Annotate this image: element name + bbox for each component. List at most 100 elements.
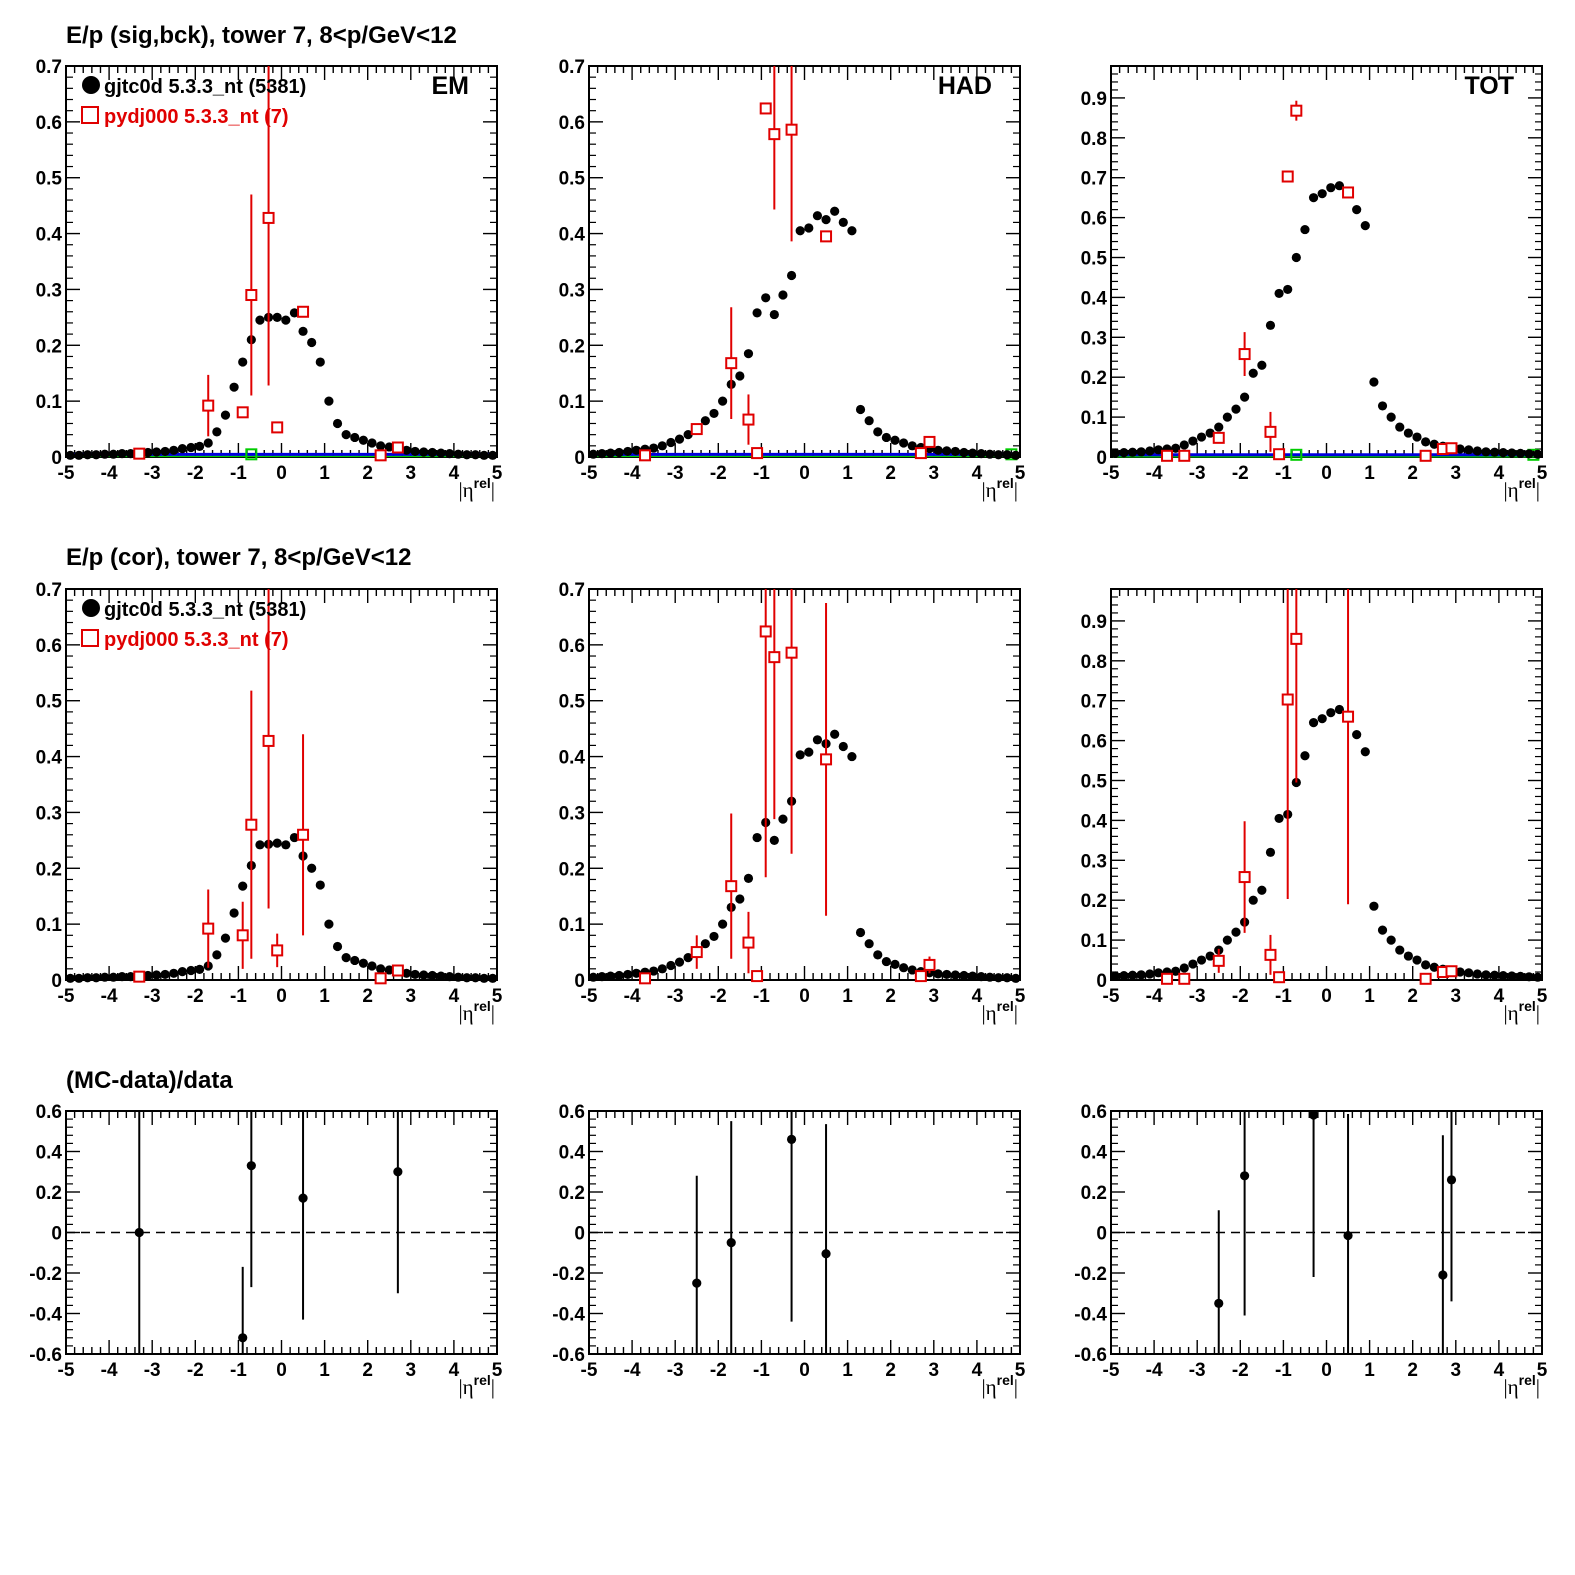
x-tick-label: 3 xyxy=(929,986,940,1007)
data-point xyxy=(899,963,909,973)
data-point xyxy=(1489,447,1500,457)
data-point xyxy=(341,953,351,963)
data-point xyxy=(830,206,840,216)
mc-point xyxy=(639,972,652,985)
y-tick-label: 0.5 xyxy=(559,169,586,190)
data-point xyxy=(1110,971,1120,981)
x-tick-label: -2 xyxy=(710,463,727,484)
y-tick-label: 0.2 xyxy=(36,859,62,880)
data-point xyxy=(718,919,728,929)
y-tick-label: 0 xyxy=(574,971,585,992)
x-axis-label: |ηrel| xyxy=(981,998,1018,1025)
x-tick-label: 5 xyxy=(1015,1360,1026,1381)
data-point xyxy=(1472,969,1482,979)
data-point xyxy=(332,418,343,429)
x-tick-label: 5 xyxy=(1015,463,1026,484)
mc-point xyxy=(236,929,249,942)
data-point xyxy=(873,950,883,960)
data-point xyxy=(683,430,693,440)
data-point xyxy=(821,215,831,225)
data-point xyxy=(605,971,616,981)
data-point xyxy=(203,438,213,448)
data-point xyxy=(1265,847,1276,857)
data-point xyxy=(1317,714,1327,724)
data-point xyxy=(735,894,745,904)
data-point xyxy=(1308,193,1319,203)
y-tick-label: -0.2 xyxy=(552,1264,585,1285)
data-point xyxy=(674,957,685,967)
data-point xyxy=(281,315,291,325)
data-point xyxy=(195,441,205,451)
mc-point xyxy=(742,413,755,426)
data-point xyxy=(384,442,394,452)
data-point xyxy=(631,968,642,978)
mc-point xyxy=(297,828,310,841)
mc-point xyxy=(1161,972,1174,985)
data-point xyxy=(864,416,874,426)
data-point xyxy=(709,408,719,419)
x-tick-label: 3 xyxy=(1451,986,1462,1007)
data-point xyxy=(1386,935,1396,945)
mc-point xyxy=(133,970,146,983)
y-tick-label: 0.3 xyxy=(36,803,62,824)
data-point xyxy=(1300,224,1310,235)
data-point xyxy=(1145,969,1155,979)
y-tick-label: 0.3 xyxy=(1081,328,1107,349)
data-point xyxy=(821,1249,831,1259)
x-tick-label: 2 xyxy=(885,1360,896,1381)
y-tick-label: -0.2 xyxy=(29,1264,62,1285)
x-tick-label: -4 xyxy=(1146,1360,1163,1381)
y-tick-label: 0.1 xyxy=(1081,931,1108,952)
y-tick-label: 0.3 xyxy=(559,803,585,824)
data-point xyxy=(1222,412,1232,422)
y-tick-label: 0.7 xyxy=(559,580,585,601)
mc-point xyxy=(262,734,275,747)
x-tick-label: -3 xyxy=(144,1360,161,1381)
data-point xyxy=(631,445,642,455)
x-tick-label: 0 xyxy=(1321,1360,1332,1381)
x-tick-label: 4 xyxy=(972,463,983,484)
x-axis-label: |ηrel| xyxy=(458,475,495,502)
mc-point xyxy=(751,447,764,460)
data-point xyxy=(169,445,179,455)
data-point xyxy=(614,970,624,981)
x-tick-label: -3 xyxy=(144,986,161,1007)
data-point xyxy=(384,965,394,975)
data-point xyxy=(597,449,607,459)
data-point xyxy=(967,448,978,458)
mc-point xyxy=(391,441,404,454)
x-tick-label: 1 xyxy=(319,463,330,484)
x-tick-label: 3 xyxy=(406,986,417,1007)
data-point xyxy=(933,969,943,979)
y-tick-label: 0.1 xyxy=(1081,408,1108,429)
y-tick-label: 0.4 xyxy=(1081,811,1108,832)
background-green-marker xyxy=(1290,448,1303,461)
y-tick-label: -0.4 xyxy=(552,1305,585,1326)
data-point xyxy=(967,971,978,981)
y-tick-label: 0 xyxy=(51,971,62,992)
data-point xyxy=(881,956,891,967)
y-tick-label: 0.3 xyxy=(1081,851,1107,872)
x-tick-label: 0 xyxy=(1321,463,1332,484)
y-tick-label: 0.2 xyxy=(36,1183,62,1204)
data-point xyxy=(1395,422,1405,432)
data-point xyxy=(718,396,728,406)
data-point xyxy=(743,873,754,883)
data-point xyxy=(1127,447,1138,457)
mc-point xyxy=(1178,449,1191,462)
data-point xyxy=(1291,252,1301,263)
data-point xyxy=(1515,448,1526,459)
data-point xyxy=(1489,970,1500,980)
x-tick-label: -2 xyxy=(710,986,727,1007)
data-point xyxy=(1179,963,1189,973)
data-point xyxy=(419,970,429,980)
data-point xyxy=(1248,895,1258,905)
data-point xyxy=(177,967,187,977)
y-tick-label: 0.2 xyxy=(1081,1183,1107,1204)
data-point xyxy=(1515,971,1526,982)
x-axis-label: |ηrel| xyxy=(981,1372,1018,1399)
data-point xyxy=(238,357,248,367)
y-tick-label: 0 xyxy=(1096,448,1107,469)
mc-point xyxy=(1273,971,1286,984)
mc-point xyxy=(1178,972,1191,985)
